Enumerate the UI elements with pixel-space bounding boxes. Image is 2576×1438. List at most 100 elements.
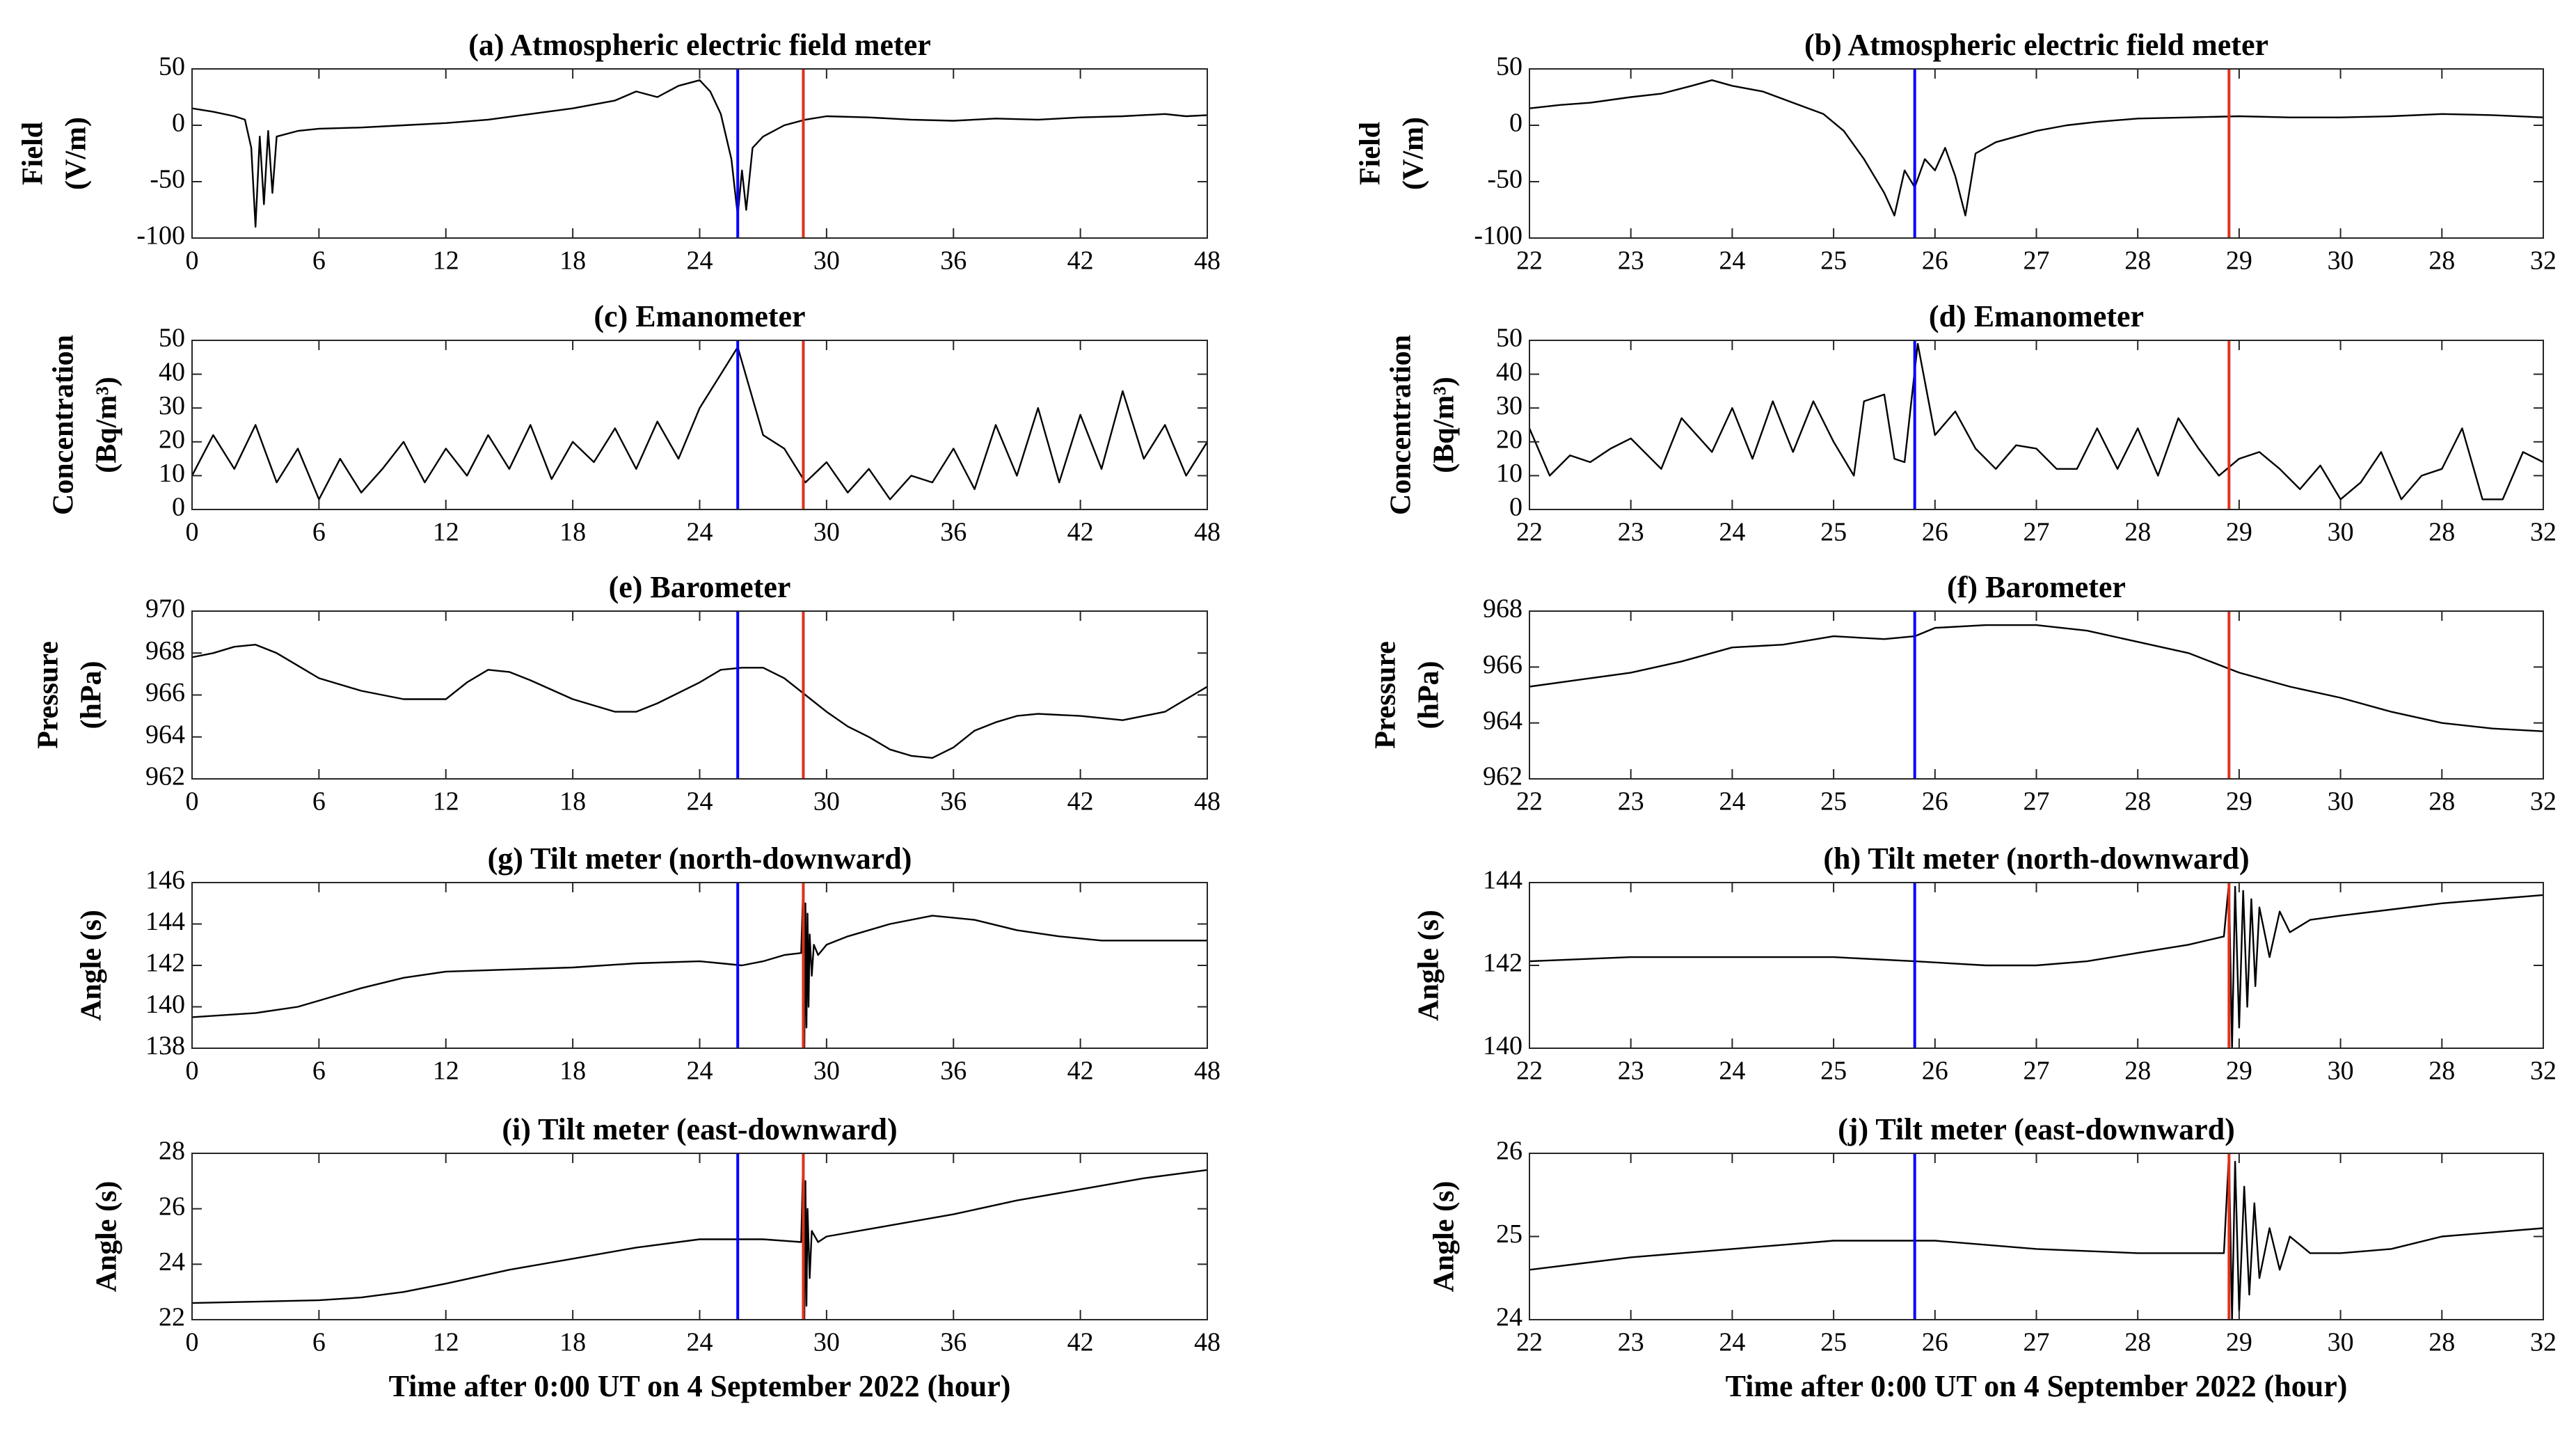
data-line xyxy=(192,1153,1207,1320)
y-tick-label: 24 xyxy=(159,1247,185,1277)
panel: (e) Barometer Pressure (hPa) 0 6 12 18 24 30 36 42… xyxy=(33,570,1221,816)
y-axis-label: Angle (s) xyxy=(76,910,108,1021)
data-line xyxy=(1529,1153,2543,1320)
y-tick-label: 140 xyxy=(1483,1032,1522,1061)
x-tick-label: 0 xyxy=(186,1057,199,1086)
x-tick-label: 26 xyxy=(1922,787,1948,816)
panel-title: (b) Atmospheric electric field meter xyxy=(1804,28,2268,62)
y-tick-label: 0 xyxy=(1509,493,1522,522)
axes-box xyxy=(191,68,1208,239)
x-tick-label: 6 xyxy=(312,1057,326,1086)
plot-area xyxy=(1529,883,2543,1048)
y-tick-label: -50 xyxy=(1487,165,1522,194)
data-line xyxy=(192,883,1207,1048)
x-tick-label: 42 xyxy=(1067,246,1094,276)
data-line xyxy=(192,346,1207,500)
x-tick-label: 42 xyxy=(1067,1057,1094,1086)
x-tick-label: 48 xyxy=(1194,246,1221,276)
x-tick-label: 28 xyxy=(2428,518,2455,547)
data-line xyxy=(192,79,1207,228)
y-tick-label: 40 xyxy=(1496,357,1522,386)
x-tick-label: 27 xyxy=(2024,1057,2050,1086)
x-tick-label: 32 xyxy=(2530,246,2557,276)
x-tick-label: 29 xyxy=(2226,246,2252,276)
x-tick-label: 23 xyxy=(1618,1057,1644,1086)
panel-title: (g) Tilt meter (north-downward) xyxy=(488,842,912,876)
x-tick-label: 36 xyxy=(940,246,967,276)
x-tick-label: 28 xyxy=(2124,1057,2151,1086)
y-tick-label: 50 xyxy=(1496,324,1522,353)
plot-area xyxy=(192,340,1207,509)
y-tick-label: 962 xyxy=(145,762,185,791)
x-tick-label: 28 xyxy=(2124,787,2151,816)
y-tick-label: 968 xyxy=(145,636,185,665)
x-tick-label: 23 xyxy=(1618,1328,1644,1357)
x-tick-label: 30 xyxy=(813,1328,840,1357)
axes-box xyxy=(191,882,1208,1049)
y-axis-label: (Bq/m³) xyxy=(91,377,123,473)
y-tick-label: 0 xyxy=(1509,109,1522,138)
axes-box xyxy=(1529,1153,2544,1320)
plot-area xyxy=(192,69,1207,238)
x-tick-label: 18 xyxy=(559,787,586,816)
x-tick-label: 29 xyxy=(2226,1328,2252,1357)
panel: (d) Emanometer Concentration (Bq/m³) 22 23 24… xyxy=(1385,299,2557,547)
y-axis-label: (hPa) xyxy=(1413,661,1445,729)
y-axis-label: Concentration xyxy=(48,335,80,515)
x-tick-label: 6 xyxy=(312,518,326,547)
x-tick-label: 23 xyxy=(1618,246,1644,276)
x-tick-label: 26 xyxy=(1922,1057,1948,1086)
axes-box xyxy=(1529,68,2544,239)
x-tick-label: 24 xyxy=(687,246,713,276)
y-tick-label: 962 xyxy=(1483,762,1522,791)
y-axis-label: Angle (s) xyxy=(1429,1181,1461,1293)
data-line xyxy=(1529,624,2543,732)
y-tick-label: 10 xyxy=(1496,459,1522,488)
y-tick-label: 964 xyxy=(1483,706,1522,735)
y-tick-label: 0 xyxy=(172,493,185,522)
x-tick-label: 30 xyxy=(2328,1328,2354,1357)
x-axis-label: Time after 0:00 UT on 4 September 2022 (… xyxy=(1726,1369,2348,1403)
y-axis-label: Field xyxy=(17,122,49,185)
panel-title: (f) Barometer xyxy=(1947,570,2126,604)
y-tick-label: 20 xyxy=(159,425,185,455)
axes-box xyxy=(1529,610,2544,780)
x-axis-label: Time after 0:00 UT on 4 September 2022 (… xyxy=(389,1369,1011,1403)
y-tick-label: 24 xyxy=(1496,1303,1522,1332)
x-tick-label: 6 xyxy=(312,1328,326,1357)
y-tick-label: 50 xyxy=(1496,52,1522,81)
x-tick-label: 30 xyxy=(2328,787,2354,816)
x-tick-label: 23 xyxy=(1618,787,1644,816)
y-axis-label: Angle (s) xyxy=(91,1181,123,1293)
panel-title: (h) Tilt meter (north-downward) xyxy=(1823,842,2249,876)
x-tick-label: 36 xyxy=(940,518,967,547)
y-axis-label: Pressure xyxy=(1370,641,1402,749)
y-tick-label: 142 xyxy=(145,949,185,978)
x-tick-label: 26 xyxy=(1922,1328,1948,1357)
x-tick-label: 27 xyxy=(2024,518,2050,547)
y-axis-label: Field xyxy=(1355,122,1387,185)
x-tick-label: 25 xyxy=(1820,518,1847,547)
x-tick-label: 6 xyxy=(312,246,326,276)
y-tick-label: 26 xyxy=(1496,1137,1522,1166)
y-tick-label: 138 xyxy=(145,1032,185,1061)
x-tick-label: 18 xyxy=(559,246,586,276)
x-tick-label: 30 xyxy=(813,246,840,276)
panel-title: (d) Emanometer xyxy=(1929,299,2144,333)
plot-area xyxy=(192,1153,1207,1320)
panel-title: (i) Tilt meter (east-downward) xyxy=(502,1112,897,1146)
x-tick-label: 12 xyxy=(433,246,459,276)
x-tick-label: 28 xyxy=(2428,246,2455,276)
data-line xyxy=(1529,342,2543,500)
x-tick-label: 12 xyxy=(433,787,459,816)
y-axis-label: (V/m) xyxy=(1398,117,1430,190)
y-tick-label: 30 xyxy=(1496,391,1522,420)
axes-box xyxy=(191,1153,1208,1320)
y-tick-label: 144 xyxy=(1483,866,1522,895)
y-tick-label: 144 xyxy=(145,907,185,936)
x-tick-label: 18 xyxy=(559,518,586,547)
panel-title: (e) Barometer xyxy=(609,570,791,604)
plot-area xyxy=(192,611,1207,779)
y-tick-label: 50 xyxy=(159,52,185,81)
x-tick-label: 24 xyxy=(1719,246,1745,276)
